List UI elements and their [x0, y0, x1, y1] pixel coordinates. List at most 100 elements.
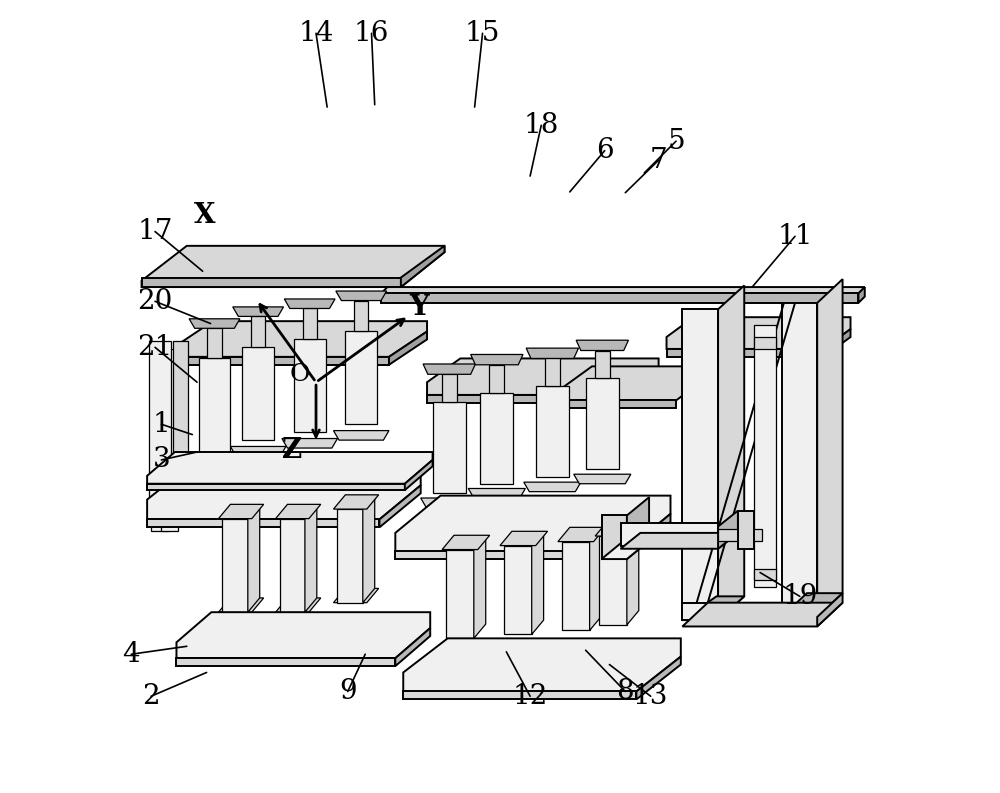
Polygon shape	[336, 291, 387, 301]
Text: 9: 9	[339, 678, 357, 705]
Polygon shape	[586, 378, 619, 469]
Text: 2: 2	[142, 683, 160, 710]
Polygon shape	[276, 504, 321, 519]
Text: 11: 11	[777, 223, 813, 250]
Polygon shape	[504, 546, 532, 634]
Polygon shape	[251, 316, 265, 347]
Text: X: X	[194, 202, 216, 229]
Bar	[754, 325, 776, 587]
Polygon shape	[500, 531, 548, 546]
Polygon shape	[151, 349, 169, 531]
Polygon shape	[280, 519, 305, 612]
Polygon shape	[379, 485, 421, 527]
Text: 1: 1	[153, 411, 170, 438]
Polygon shape	[333, 588, 379, 603]
Text: 19: 19	[782, 583, 817, 610]
Text: 15: 15	[465, 20, 500, 47]
Text: 7: 7	[650, 147, 667, 174]
Text: 6: 6	[596, 137, 613, 164]
Polygon shape	[176, 658, 395, 666]
Polygon shape	[471, 354, 523, 365]
Polygon shape	[333, 431, 389, 440]
Polygon shape	[248, 504, 260, 612]
Polygon shape	[345, 331, 377, 424]
Polygon shape	[718, 511, 738, 549]
Text: 21: 21	[137, 334, 173, 361]
Bar	[754, 337, 776, 349]
Text: 4: 4	[122, 641, 140, 668]
Polygon shape	[590, 527, 602, 630]
Polygon shape	[161, 349, 178, 531]
Text: O: O	[290, 362, 310, 386]
Polygon shape	[421, 498, 478, 508]
Polygon shape	[817, 593, 843, 626]
Polygon shape	[276, 598, 321, 612]
Polygon shape	[176, 612, 430, 658]
Polygon shape	[545, 358, 560, 386]
Polygon shape	[142, 278, 401, 287]
Polygon shape	[242, 347, 274, 440]
Polygon shape	[667, 317, 851, 349]
Polygon shape	[305, 504, 317, 612]
Polygon shape	[403, 638, 681, 691]
Polygon shape	[175, 321, 427, 357]
Bar	[173, 341, 188, 523]
Polygon shape	[147, 466, 421, 519]
Polygon shape	[627, 522, 639, 625]
Text: 13: 13	[633, 683, 668, 710]
Polygon shape	[563, 400, 676, 408]
Polygon shape	[395, 628, 430, 666]
Text: 3: 3	[153, 446, 170, 473]
Polygon shape	[782, 303, 817, 617]
Polygon shape	[526, 348, 579, 358]
Polygon shape	[282, 439, 337, 448]
Polygon shape	[536, 386, 569, 477]
Polygon shape	[682, 596, 744, 620]
Polygon shape	[524, 482, 581, 492]
Polygon shape	[427, 358, 659, 395]
Polygon shape	[284, 299, 335, 308]
Polygon shape	[175, 357, 389, 365]
Polygon shape	[621, 523, 718, 546]
Polygon shape	[142, 246, 444, 287]
Polygon shape	[427, 395, 625, 403]
Polygon shape	[625, 514, 670, 559]
Bar	[718, 529, 762, 541]
Polygon shape	[602, 515, 627, 559]
Polygon shape	[222, 519, 248, 612]
Polygon shape	[389, 331, 427, 365]
Polygon shape	[667, 349, 824, 357]
Polygon shape	[595, 522, 643, 536]
Text: 5: 5	[667, 128, 685, 155]
Polygon shape	[381, 293, 858, 303]
Polygon shape	[824, 329, 851, 357]
Polygon shape	[532, 531, 544, 634]
Polygon shape	[189, 319, 240, 328]
Text: Y: Y	[409, 294, 429, 321]
Polygon shape	[782, 593, 843, 617]
Polygon shape	[562, 542, 590, 630]
Polygon shape	[218, 504, 264, 519]
Polygon shape	[147, 484, 405, 490]
Polygon shape	[682, 603, 843, 626]
Text: 17: 17	[137, 218, 173, 245]
Polygon shape	[442, 374, 457, 402]
Bar	[754, 569, 776, 580]
Polygon shape	[682, 603, 817, 620]
Polygon shape	[363, 495, 375, 603]
Polygon shape	[602, 541, 649, 559]
Polygon shape	[599, 536, 627, 625]
Polygon shape	[401, 246, 444, 287]
Polygon shape	[563, 366, 705, 400]
Text: 12: 12	[512, 683, 548, 710]
Polygon shape	[294, 339, 326, 432]
Polygon shape	[381, 287, 865, 293]
Polygon shape	[625, 371, 659, 403]
Polygon shape	[446, 550, 474, 638]
Text: Z: Z	[282, 437, 302, 464]
Polygon shape	[354, 301, 368, 331]
Polygon shape	[433, 402, 466, 493]
Polygon shape	[303, 308, 317, 339]
Polygon shape	[337, 509, 363, 603]
Polygon shape	[480, 393, 513, 484]
